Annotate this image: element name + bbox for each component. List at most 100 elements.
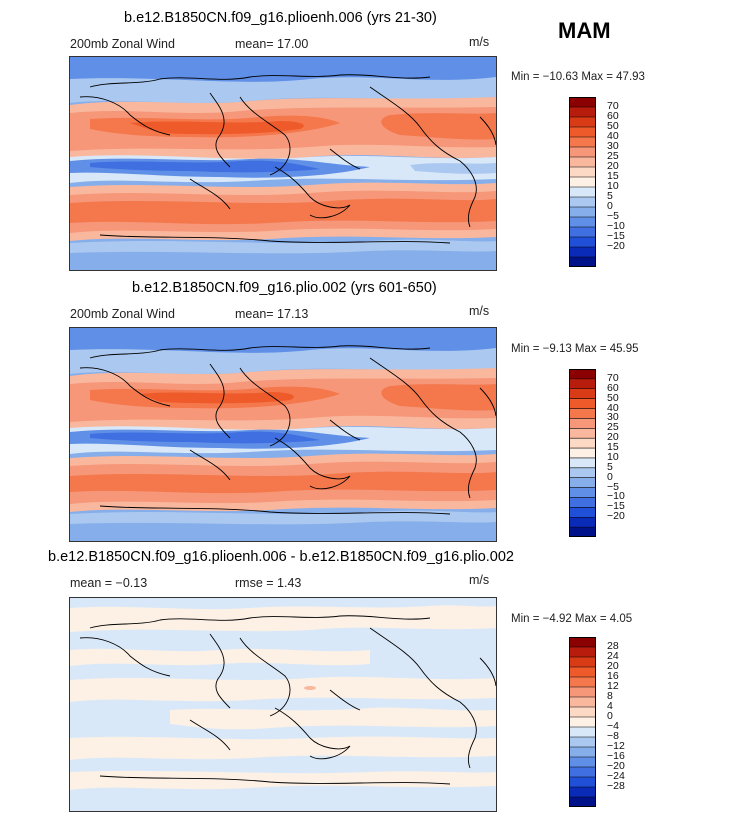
colorbar-tick-label: 30 [607, 140, 619, 152]
panel-2-units: m/s [469, 304, 490, 318]
colorbar-tick-label: 0 [607, 470, 613, 483]
colorbar-swatch [569, 697, 596, 708]
panel-2-map [69, 327, 497, 542]
colorbar-tick-label: −20 [607, 240, 625, 252]
colorbar-swatch [569, 378, 596, 390]
panel-3-rmse-label: rmse = 1.43 [235, 576, 302, 590]
season-label: MAM [558, 18, 611, 43]
colorbar-swatch [569, 457, 596, 469]
colorbar-tick-label: 70 [607, 100, 619, 112]
colorbar-tick-label: 0 [607, 710, 613, 722]
colorbar-tick-label: 8 [607, 690, 613, 702]
colorbar-swatch [569, 167, 596, 178]
colorbar-swatch [569, 398, 596, 410]
panel-2-min-max: Min = −9.13 Max = 45.95 [511, 343, 639, 355]
panel-2-title: b.e12.B1850CN.f09_g16.plio.002 (yrs 601-… [132, 280, 437, 296]
panel-2-variable-label: 200mb Zonal Wind [70, 307, 175, 321]
panel-2-colorbar [569, 369, 596, 538]
colorbar-swatch [569, 207, 596, 218]
colorbar-tick-label: 10 [607, 450, 619, 463]
colorbar-swatch [569, 369, 596, 380]
colorbar-swatch [569, 487, 596, 498]
colorbar-tick-label: 5 [607, 460, 613, 473]
colorbar-tick-label: 16 [607, 670, 619, 682]
colorbar-tick-label: 24 [607, 650, 619, 662]
panel-3-units: m/s [469, 573, 490, 587]
colorbar-swatch [569, 257, 596, 268]
colorbar-tick-label: −4 [607, 720, 619, 732]
colorbar-swatch [569, 137, 596, 148]
colorbar-swatch [569, 517, 596, 528]
panel-2-mean-label: mean= 17.13 [235, 307, 309, 321]
colorbar-tick-label: 12 [607, 680, 619, 692]
panel-1-mean-label: mean= 17.00 [235, 37, 309, 51]
colorbar-swatch [569, 438, 596, 449]
panel-1-colorbar-swatches [569, 97, 596, 268]
colorbar-swatch [569, 117, 596, 128]
panel-1-title: b.e12.B1850CN.f09_g16.plioenh.006 (yrs 2… [124, 10, 437, 26]
panel-1-min-max: Min = −10.63 Max = 47.93 [511, 71, 645, 83]
colorbar-tick-label: 50 [607, 391, 619, 404]
colorbar-tick-label: −28 [607, 780, 625, 792]
colorbar-tick-label: 70 [607, 371, 619, 384]
colorbar-swatch [569, 677, 596, 688]
colorbar-swatch [569, 657, 596, 668]
panel-3-colorbar [569, 637, 596, 808]
colorbar-swatch [569, 408, 596, 419]
colorbar-swatch [569, 227, 596, 238]
colorbar-tick-label: −24 [607, 770, 625, 782]
colorbar-swatch [569, 797, 596, 808]
colorbar-swatch [569, 127, 596, 138]
colorbar-swatch [569, 97, 596, 108]
colorbar-swatch [569, 787, 596, 798]
colorbar-tick-label: 20 [607, 160, 619, 172]
colorbar-tick-label: 40 [607, 130, 619, 142]
colorbar-tick-label: 25 [607, 421, 619, 434]
panel-3-mean-label: mean = −0.13 [70, 576, 148, 590]
panel-1-variable-label: 200mb Zonal Wind [70, 37, 175, 51]
colorbar-tick-label: 15 [607, 170, 619, 182]
colorbar-swatch [569, 667, 596, 678]
colorbar-swatch [569, 527, 596, 538]
panel-3-title: b.e12.B1850CN.f09_g16.plioenh.006 - b.e1… [48, 549, 514, 565]
colorbar-swatch [569, 157, 596, 168]
panel-2-field [70, 328, 496, 541]
colorbar-swatch [569, 727, 596, 738]
colorbar-tick-label: 40 [607, 401, 619, 414]
colorbar-swatch [569, 507, 596, 518]
colorbar-tick-label: 28 [607, 640, 619, 652]
colorbar-tick-label: −20 [607, 760, 625, 772]
colorbar-tick-label: 25 [607, 150, 619, 162]
colorbar-tick-label: −15 [607, 500, 625, 513]
colorbar-swatch [569, 177, 596, 188]
colorbar-tick-label: 20 [607, 431, 619, 444]
colorbar-tick-label: −12 [607, 740, 625, 752]
panel-1-map [69, 56, 497, 271]
colorbar-tick-label: −20 [607, 510, 625, 523]
panel-2-colorbar-swatches [569, 369, 596, 538]
colorbar-swatch [569, 747, 596, 758]
colorbar-swatch [569, 448, 596, 459]
colorbar-swatch [569, 737, 596, 748]
colorbar-swatch [569, 477, 596, 489]
colorbar-swatch [569, 418, 596, 429]
colorbar-swatch [569, 467, 596, 479]
colorbar-swatch [569, 637, 596, 648]
colorbar-tick-label: −8 [607, 730, 619, 742]
colorbar-swatch [569, 687, 596, 698]
colorbar-tick-label: 60 [607, 110, 619, 122]
colorbar-swatch [569, 187, 596, 198]
panel-3-colorbar-swatches [569, 637, 596, 808]
colorbar-swatch [569, 647, 596, 658]
colorbar-swatch [569, 147, 596, 158]
colorbar-tick-label: −15 [607, 230, 625, 242]
panel-1-colorbar [569, 97, 596, 268]
colorbar-swatch [569, 777, 596, 788]
colorbar-tick-label: 4 [607, 700, 613, 712]
colorbar-swatch [569, 388, 596, 400]
colorbar-swatch [569, 107, 596, 118]
panel-3-map [69, 597, 497, 812]
colorbar-tick-label: 0 [607, 200, 613, 212]
colorbar-swatch [569, 707, 596, 718]
panel-1-field [70, 57, 496, 270]
